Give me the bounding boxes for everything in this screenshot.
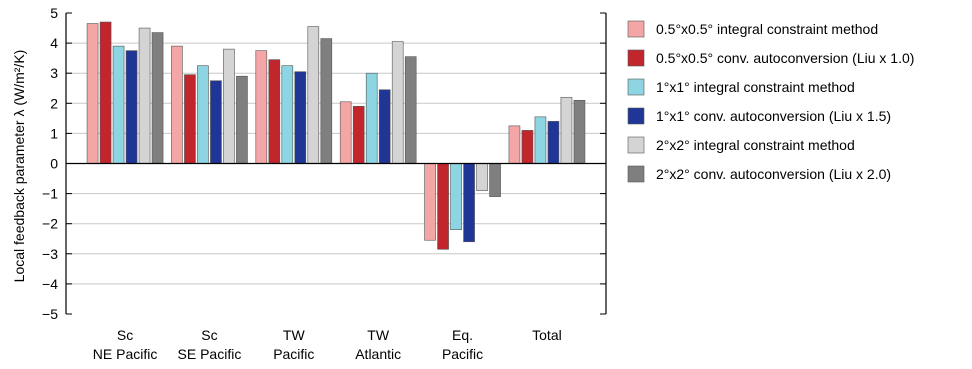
bar xyxy=(463,163,475,243)
legend-swatch xyxy=(627,20,645,38)
bar xyxy=(352,106,365,164)
bar xyxy=(171,45,183,164)
legend-entry: 2°x2° integral constraint method xyxy=(656,137,855,153)
x-category-label: TW xyxy=(367,327,390,343)
x-category-label: Pacific xyxy=(442,346,483,362)
x-category-label: SE Pacific xyxy=(178,346,242,362)
legend-entry: 2°x2° conv. autoconversion (Liu x 2.0) xyxy=(656,166,891,182)
legend: 0.5°x0.5° integral constraint method 0.5°… xyxy=(627,20,914,183)
bar xyxy=(268,59,281,164)
bar xyxy=(112,45,125,164)
bar xyxy=(476,163,488,191)
bar xyxy=(437,163,449,250)
bar xyxy=(125,50,138,164)
bar xyxy=(294,71,307,164)
legend-entry: 1°x1° integral constraint method xyxy=(656,79,855,95)
bar xyxy=(404,56,417,164)
bar xyxy=(86,23,99,164)
bars xyxy=(86,21,586,250)
x-category-label: Sc xyxy=(117,327,133,343)
bar xyxy=(197,65,209,164)
bar xyxy=(99,21,112,164)
bar xyxy=(560,96,573,164)
bar xyxy=(138,27,151,164)
bar xyxy=(210,80,222,164)
bar xyxy=(508,125,521,164)
axis-labels: 5 4 3 2 1 0 −1 −2 −3 −4 −5 Sc NE Pacific Sc SE Pacific… xyxy=(42,5,562,362)
bar xyxy=(281,65,294,164)
axes xyxy=(65,12,607,315)
y-tick-label: 4 xyxy=(50,35,58,51)
legend-entry: 0.5°x0.5° conv. autoconversion (Liu x 1.… xyxy=(656,50,914,66)
bar xyxy=(255,50,268,164)
bar xyxy=(521,130,534,164)
bar xyxy=(489,163,501,197)
bar xyxy=(151,32,164,164)
bar xyxy=(320,38,333,164)
x-category-label: Pacific xyxy=(273,346,314,362)
y-tick-label: −5 xyxy=(42,306,58,322)
y-tick-label: 5 xyxy=(50,5,58,21)
bar xyxy=(424,163,436,241)
y-tick-label: −3 xyxy=(42,246,58,262)
y-axis-label: Local feedback parameter λ (W/m²/K) xyxy=(11,50,27,283)
x-category-label: Eq. xyxy=(452,327,473,343)
legend-swatch xyxy=(627,136,645,154)
y-tick-label: 3 xyxy=(50,65,58,81)
y-tick-label: −4 xyxy=(42,276,58,292)
legend-swatch xyxy=(627,165,645,183)
bar xyxy=(573,99,586,164)
y-tick-label: 0 xyxy=(50,156,58,172)
x-category-label: Total xyxy=(532,327,562,343)
x-category-label: Atlantic xyxy=(355,346,401,362)
bar xyxy=(534,116,547,164)
legend-swatch xyxy=(627,78,645,96)
x-category-label: TW xyxy=(283,327,306,343)
bar xyxy=(223,48,235,164)
y-tick-label: −2 xyxy=(42,216,58,232)
y-tick-label: −1 xyxy=(42,186,58,202)
legend-swatch xyxy=(627,49,645,67)
y-tick-label: 1 xyxy=(50,125,58,141)
bar xyxy=(339,101,352,164)
legend-entry: 1°x1° conv. autoconversion (Liu x 1.5) xyxy=(656,108,891,124)
y-tick-label: 2 xyxy=(50,95,58,111)
legend-entry: 0.5°x0.5° integral constraint method xyxy=(656,21,878,37)
bar xyxy=(378,89,391,164)
bar xyxy=(307,26,320,164)
bar xyxy=(184,74,196,164)
x-category-label: NE Pacific xyxy=(93,346,158,362)
bar xyxy=(365,72,378,164)
legend-swatch xyxy=(627,107,645,125)
bar xyxy=(450,163,462,231)
bar xyxy=(547,121,560,164)
bar xyxy=(391,41,404,164)
bar xyxy=(236,75,248,164)
x-category-label: Sc xyxy=(201,327,217,343)
